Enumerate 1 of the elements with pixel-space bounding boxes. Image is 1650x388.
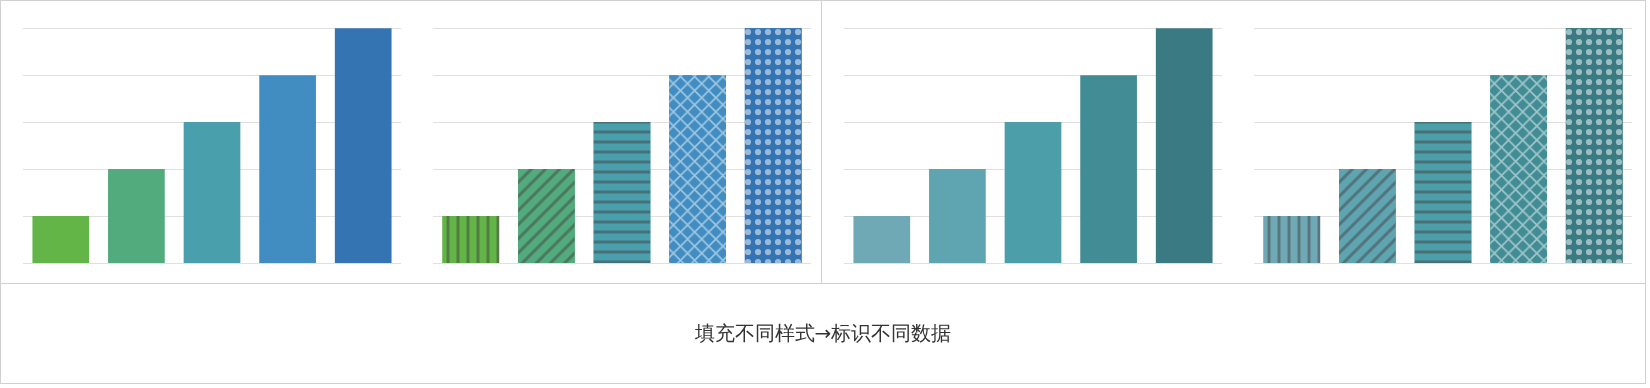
- text: 填充不同样式→标识不同数据: [1, 283, 1645, 382]
